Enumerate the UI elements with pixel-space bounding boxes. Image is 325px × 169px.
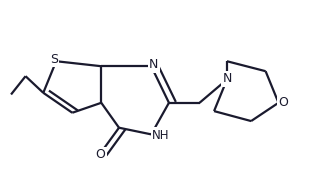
- Text: O: O: [279, 96, 288, 109]
- Text: S: S: [50, 53, 58, 66]
- Text: N: N: [149, 58, 159, 71]
- Text: N: N: [222, 72, 232, 85]
- Text: NH: NH: [152, 129, 170, 142]
- Text: O: O: [96, 148, 106, 161]
